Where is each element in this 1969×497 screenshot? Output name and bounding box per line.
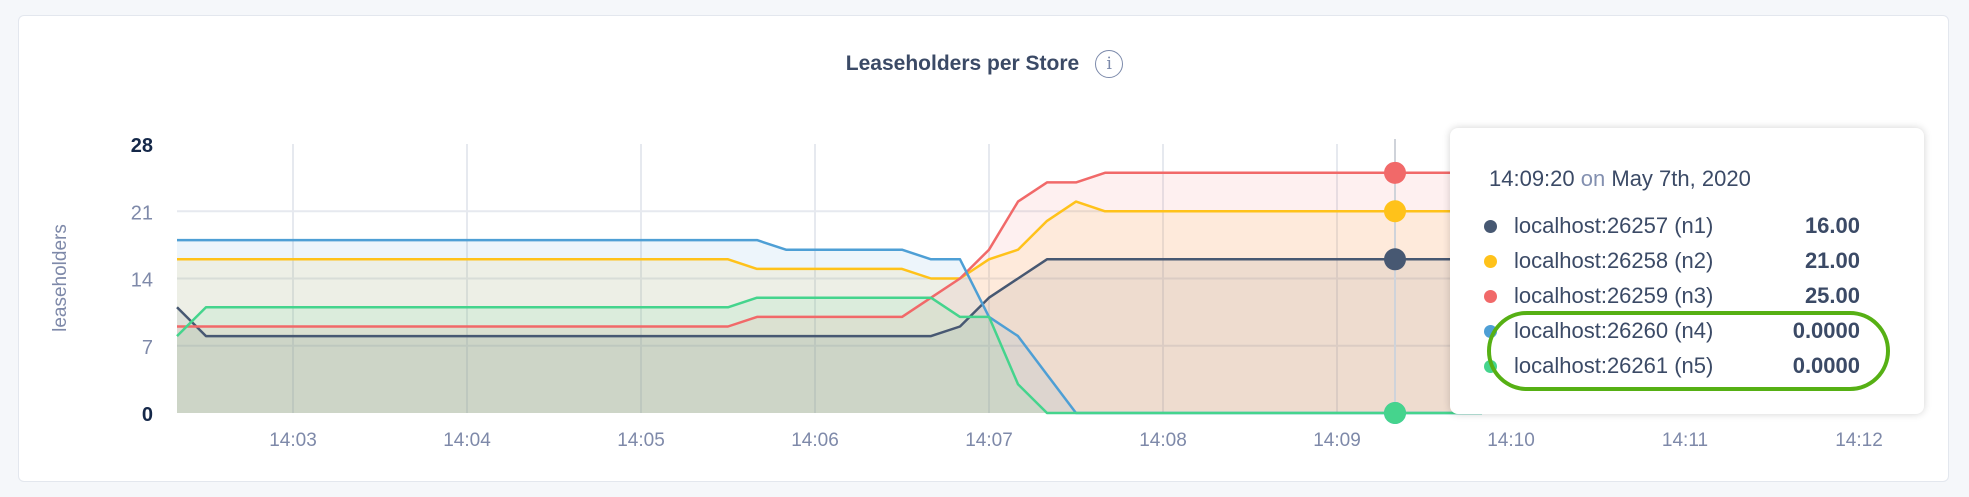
y-tick-label: 28 <box>131 135 153 157</box>
tooltip-series-name: localhost:26260 (n4) <box>1514 318 1714 343</box>
chart-title: Leaseholders per Store <box>845 52 1080 75</box>
y-tick-label: 21 <box>131 202 153 224</box>
series-line <box>177 171 1482 328</box>
tooltip-series-value: 0.0000 <box>1792 353 1860 378</box>
y-tick-label: 7 <box>142 337 153 359</box>
hover-point <box>1384 248 1406 271</box>
x-tick-label: 14:04 <box>443 430 491 451</box>
x-tick-label: 14:12 <box>1835 430 1883 451</box>
series-area <box>177 240 1482 413</box>
tooltip-series-name: localhost:26261 (n5) <box>1514 353 1714 378</box>
tooltip-series-value: 21.00 <box>1804 248 1860 273</box>
tooltip-series-name: localhost:26258 (n2) <box>1514 248 1714 273</box>
y-tick-label: 0 <box>142 404 153 426</box>
x-tick-label: 14:03 <box>269 430 317 451</box>
highlight-ellipse-annotation <box>1487 311 1890 391</box>
x-tick-label: 14:06 <box>791 430 839 451</box>
y-tick-label: 14 <box>131 270 153 292</box>
x-tick-label: 14:10 <box>1487 430 1535 451</box>
tooltip-series-value: 16.00 <box>1804 213 1860 238</box>
series-dot-icon <box>1484 220 1497 233</box>
series-line <box>177 200 1482 280</box>
tooltip-on: on <box>1580 166 1606 191</box>
tooltip-series-value: 0.0000 <box>1792 318 1860 343</box>
tooltip-timestamp: 14:09:20 on May 7th, 2020 <box>1489 166 1751 192</box>
x-tick-label: 14:11 <box>1662 430 1708 451</box>
y-axis-label: leaseholders <box>50 224 71 332</box>
tooltip-series-value: 25.00 <box>1804 283 1860 308</box>
chart-header: Leaseholders per Store i <box>0 50 1969 78</box>
x-tick-label: 14:07 <box>965 430 1013 451</box>
hover-point <box>1384 402 1406 424</box>
tooltip-row: localhost:26261 (n5) 0.0000 <box>1484 350 1894 384</box>
series-area <box>177 172 1482 413</box>
series-dot-icon <box>1484 290 1497 303</box>
series-area <box>177 201 1482 413</box>
x-tick-label: 14:09 <box>1313 430 1361 451</box>
info-circle-icon[interactable]: i <box>1095 50 1124 78</box>
tooltip-series-name: localhost:26259 (n3) <box>1514 283 1714 308</box>
tooltip-row: localhost:26260 (n4) 0.0000 <box>1484 315 1894 349</box>
chart-tooltip: 14:09:20 on May 7th, 2020 localhost:2625… <box>1450 128 1924 414</box>
tooltip-row: localhost:26259 (n3) 25.00 <box>1484 280 1894 314</box>
x-tick-label: 14:05 <box>617 430 665 451</box>
series-line <box>176 258 1482 338</box>
hover-point <box>1384 161 1406 184</box>
x-tick-label: 14:08 <box>1139 430 1187 451</box>
tooltip-time: 14:09:20 <box>1489 166 1575 191</box>
series-dot-icon <box>1484 255 1497 268</box>
tooltip-date: May 7th, 2020 <box>1611 166 1751 191</box>
tooltip-series-name: localhost:26257 (n1) <box>1514 213 1714 238</box>
hover-point <box>1384 200 1406 223</box>
series-line <box>176 296 1482 415</box>
tooltip-row: localhost:26258 (n2) 21.00 <box>1484 245 1894 279</box>
tooltip-row: localhost:26257 (n1) 16.00 <box>1484 210 1894 244</box>
